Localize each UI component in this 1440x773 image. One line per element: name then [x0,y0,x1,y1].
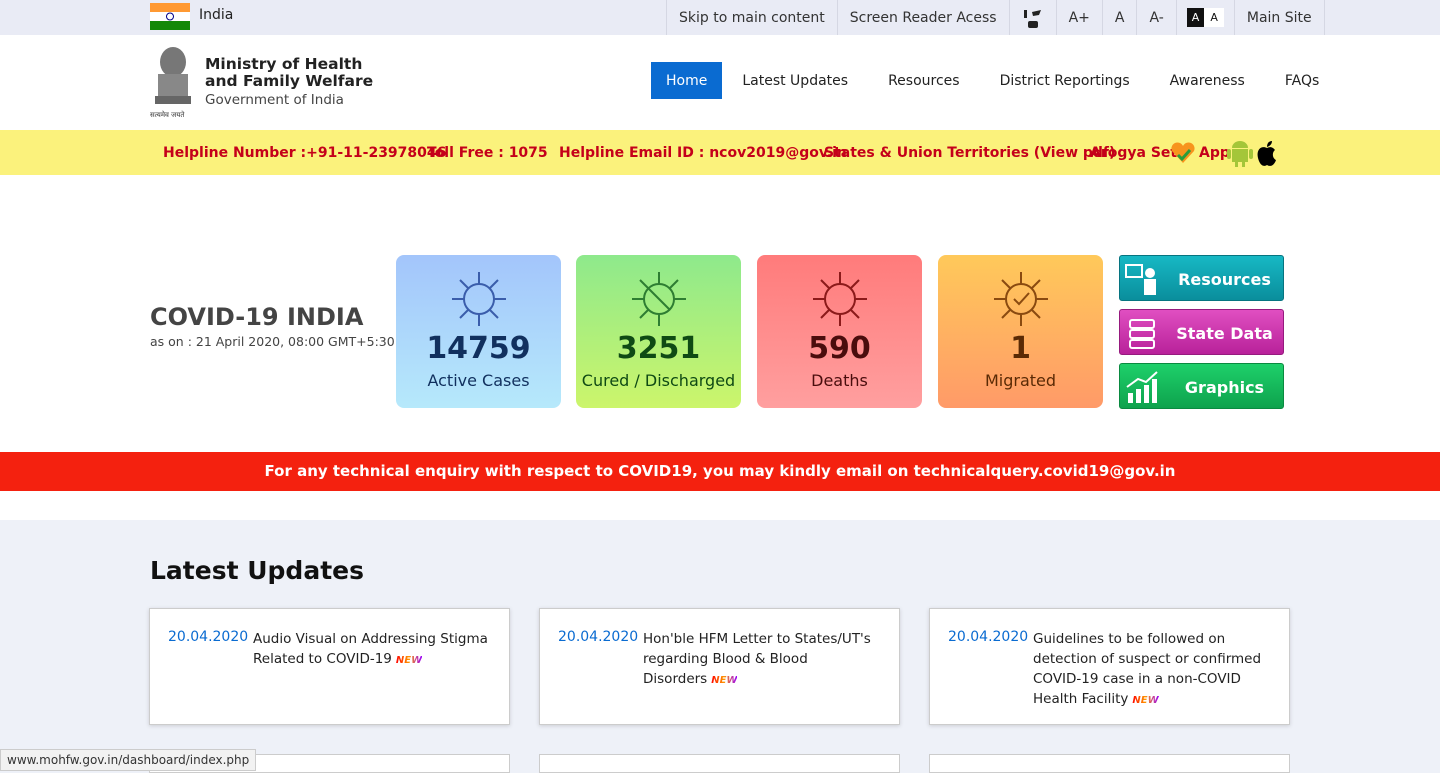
ministry-name[interactable]: Ministry of Health and Family Welfare [205,56,373,90]
card-value: 3251 [616,331,701,366]
button-icon [1125,264,1156,295]
app-label[interactable]: App [1199,145,1230,161]
title-line: and Family Welfare [205,72,374,90]
side-button[interactable]: Resources [1119,255,1284,301]
button-label: Graphics [1184,378,1265,397]
update-card-partial [929,754,1290,773]
update-date: 20.04.2020 [948,629,1029,645]
side-button[interactable]: Graphics [1119,363,1284,409]
button-label: State Data [1176,324,1273,343]
update-date: 20.04.2020 [558,629,639,645]
india-flag [150,3,190,30]
utility-links: Skip to main content Screen Reader Acess… [666,0,1325,35]
title-line: Ministry of Health [205,55,363,73]
button-icon [1126,371,1158,403]
update-card[interactable]: 20.04.2020 Audio Visual on Addressing Sti… [149,608,510,725]
updates-section: Latest Updates 20.04.2020 Audio Visual on… [0,520,1440,773]
button-label: Resources [1178,270,1271,289]
update-text: Audio Visual on Addressing Stigma Relate… [253,629,488,671]
update-card-partial [539,754,900,773]
update-text: Guidelines to be followed on detection o… [1033,629,1268,711]
new-badge: NEW [1132,695,1159,706]
stat-card[interactable]: 14759 Active Cases [396,255,561,408]
stat-card[interactable]: 590 Deaths [757,255,922,408]
section-title: Latest Updates [150,556,364,585]
font-normal[interactable]: A [1103,0,1138,35]
nav-item[interactable]: District Reportings [999,72,1130,89]
helpline-phone[interactable]: Helpline Number :+91-11-23978046 [163,145,447,161]
country: India [199,7,234,23]
screen-reader-link[interactable]: Screen Reader Acess [838,0,1010,35]
update-date: 20.04.2020 [168,629,249,645]
card-label: Cured / Discharged [581,371,736,390]
new-badge: NEW [711,675,738,686]
helpline-email[interactable]: Helpline Email ID : ncov2019@gov.in [559,145,847,161]
update-title: Guidelines to be followed on detection o… [1033,631,1262,707]
android-icon[interactable] [1227,140,1253,168]
virus-icon [632,272,686,326]
font-smaller[interactable]: A- [1137,0,1177,35]
contrast-light[interactable]: A [1204,8,1224,27]
card-value: 590 [808,331,871,366]
as-on: as on : 21 April 2020, 08:00 GMT+5:30 [150,334,395,349]
states-pdf[interactable]: States & Union Territories (View pdf) [824,145,1116,161]
motto: सत्यमेव जयते [150,111,185,119]
card-label: Active Cases [427,371,530,390]
top-bar: India Skip to main content Screen Reader… [0,0,1440,35]
update-text: Hon'ble HFM Letter to States/UT's regard… [643,629,878,691]
new-badge: NEW [395,655,423,666]
card-value: 1 [1010,331,1031,366]
update-card[interactable]: 20.04.2020 Hon'ble HFM Letter to States/U… [539,608,900,725]
virus-icon [994,272,1048,326]
nav-item[interactable]: FAQs [1284,72,1320,89]
emblem [155,47,191,104]
arogya-setu[interactable]: Arogya Setu [1090,145,1188,161]
stat-card[interactable]: 3251 Cured / Discharged [576,255,741,408]
nav-item[interactable]: Resources [888,72,960,89]
update-card[interactable]: 20.04.2020 Guidelines to be followed on d… [929,608,1290,725]
main-site-link[interactable]: Main Site [1235,0,1325,35]
helpline-bar: Helpline Number :+91-11-23978046 Toll Fr… [0,130,1440,175]
contrast-dark[interactable]: A [1186,8,1205,27]
stat-card[interactable]: 1 Migrated [938,255,1103,408]
card-label: Deaths [811,371,868,390]
skip-link[interactable]: Skip to main content [667,0,838,35]
nav-item[interactable]: Awareness [1169,72,1245,89]
social [1023,9,1041,28]
subtitle: Government of India [205,92,344,108]
notice-bar: For any technical enquiry with respect t… [0,452,1440,491]
social-icons[interactable] [1010,0,1057,35]
nav-item[interactable]: Home [651,62,723,99]
virus-icon [452,272,506,326]
side-button[interactable]: State Data [1119,309,1284,355]
update-title: Audio Visual on Addressing Stigma Relate… [253,631,488,667]
font-larger[interactable]: A+ [1057,0,1103,35]
card-label: Migrated [984,371,1057,390]
arogya-icon [1171,142,1195,163]
apple-icon[interactable] [1256,140,1278,168]
update-title: Hon'ble HFM Letter to States/UT's regard… [643,631,871,687]
virus-icon [813,272,867,326]
main-nav: Home Latest Updates Resources District R… [651,62,1339,99]
button-icon [1129,319,1155,349]
toll-free[interactable]: Toll Free : 1075 [427,145,548,161]
status-url: www.mohfw.gov.in/dashboard/index.php [0,749,257,771]
nav-item[interactable]: Latest Updates [742,72,849,89]
dashboard-title: COVID-19 INDIA [150,303,364,331]
card-value: 14759 [426,331,531,366]
